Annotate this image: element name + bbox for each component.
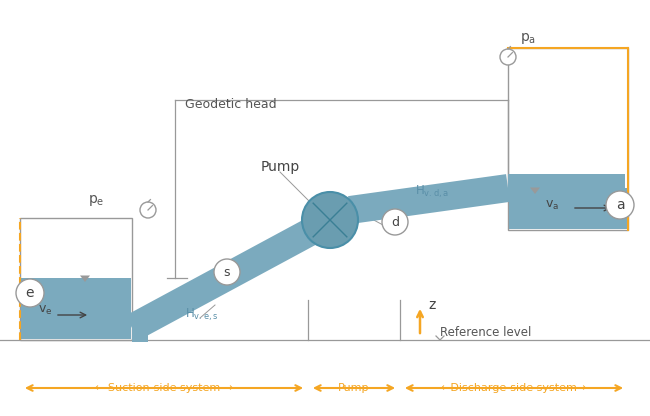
Text: Geodetic head: Geodetic head [185, 99, 277, 111]
Text: a: a [616, 198, 624, 212]
Text: s: s [224, 265, 230, 278]
Polygon shape [530, 188, 540, 194]
Bar [20, 218, 132, 340]
Text: z: z [428, 298, 436, 312]
Polygon shape [80, 275, 90, 282]
Text: H$_\mathregular{v.e,s}$: H$_\mathregular{v.e,s}$ [185, 307, 218, 323]
Bar [508, 48, 628, 230]
Text: H$_\mathregular{v.d,a}$: H$_\mathregular{v.d,a}$ [415, 184, 449, 200]
Text: p$_\mathregular{e}$: p$_\mathregular{e}$ [88, 193, 105, 208]
Text: v$_\mathregular{a}$: v$_\mathregular{a}$ [545, 198, 559, 212]
Bar [509, 188, 627, 229]
Circle shape [500, 49, 516, 65]
Circle shape [606, 191, 634, 219]
Text: Reference level: Reference level [440, 325, 532, 339]
Polygon shape [125, 220, 317, 340]
Text: p$_\mathregular{a}$: p$_\mathregular{a}$ [520, 30, 536, 45]
Circle shape [382, 209, 408, 235]
Text: ←Discharge-side system→: ←Discharge-side system→ [441, 383, 586, 393]
Text: Pump: Pump [261, 160, 300, 174]
Circle shape [214, 259, 240, 285]
Polygon shape [348, 174, 510, 224]
Polygon shape [508, 174, 625, 202]
Polygon shape [132, 314, 148, 342]
Text: v$_\mathregular{e}$: v$_\mathregular{e}$ [38, 303, 53, 317]
Text: d: d [391, 215, 399, 228]
Text: ← Suction-side system →: ← Suction-side system → [95, 383, 233, 393]
Circle shape [16, 279, 44, 307]
Text: e: e [26, 286, 34, 300]
Circle shape [302, 192, 358, 248]
Circle shape [140, 202, 156, 218]
Text: Pump: Pump [338, 383, 370, 393]
Bar [21, 278, 131, 339]
